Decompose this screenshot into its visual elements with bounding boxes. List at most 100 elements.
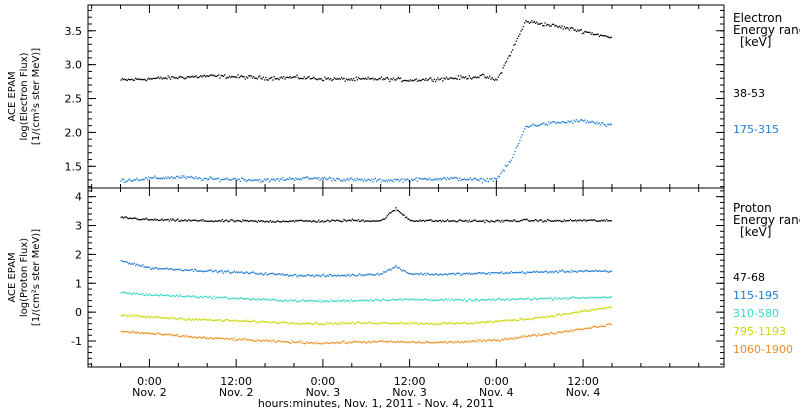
data-point [309, 78, 311, 80]
data-point [192, 76, 195, 78]
data-point [142, 218, 144, 220]
data-point [561, 221, 563, 223]
data-point [586, 310, 588, 312]
data-point [239, 296, 242, 299]
data-point [313, 220, 315, 222]
data-point [402, 79, 404, 82]
data-point [457, 75, 460, 77]
data-point [568, 219, 570, 222]
data-point [367, 273, 369, 275]
data-point [128, 79, 131, 81]
data-point [201, 319, 203, 321]
data-point [418, 177, 420, 179]
data-point [425, 322, 427, 324]
data-point [350, 177, 352, 179]
data-point [513, 219, 515, 221]
data-point [578, 220, 580, 222]
data-point [166, 177, 168, 180]
data-point [248, 339, 250, 341]
data-point [610, 296, 613, 298]
data-point [515, 40, 517, 42]
data-point [346, 342, 349, 345]
data-point [436, 79, 438, 81]
data-point [578, 121, 580, 123]
data-point [331, 341, 333, 344]
data-point [212, 74, 214, 77]
data-point [174, 268, 177, 271]
data-point [310, 341, 313, 344]
data-point [607, 220, 609, 222]
data-point [389, 323, 391, 325]
data-point [360, 78, 362, 80]
data-point [191, 296, 193, 298]
data-point [200, 295, 202, 298]
data-point [413, 341, 415, 343]
data-point [369, 220, 372, 223]
data-point [457, 322, 460, 324]
data-point [381, 79, 384, 81]
data-point [456, 299, 458, 301]
data-point [312, 77, 314, 79]
data-point [608, 220, 610, 222]
data-point [125, 260, 127, 263]
data-point [468, 75, 470, 77]
data-point [169, 78, 172, 80]
data-point [502, 67, 504, 69]
data-point [286, 220, 289, 223]
data-point [177, 268, 179, 270]
data-point [296, 220, 298, 222]
data-point [521, 335, 523, 337]
data-point [213, 178, 215, 181]
data-point [573, 329, 575, 331]
data-point [238, 338, 240, 340]
data-point [256, 179, 258, 181]
legend-title: [keV] [740, 35, 771, 49]
data-point [389, 80, 391, 83]
data-point [389, 268, 391, 270]
data-point [177, 295, 179, 297]
data-point [348, 299, 350, 302]
data-point [161, 334, 163, 336]
data-point [471, 220, 473, 223]
data-point [486, 320, 488, 323]
data-point [452, 323, 455, 325]
data-point [524, 128, 526, 130]
data-point [261, 78, 263, 80]
data-point [232, 220, 234, 222]
data-point [468, 219, 470, 221]
data-point [245, 220, 248, 222]
data-point [522, 218, 525, 221]
data-point [213, 295, 215, 298]
data-point [233, 298, 236, 300]
data-point [432, 80, 434, 83]
data-point [316, 79, 319, 81]
data-point [537, 23, 539, 25]
data-point [214, 298, 216, 300]
data-point [544, 220, 546, 222]
data-point [340, 274, 343, 276]
data-point [274, 180, 276, 182]
data-point [274, 299, 276, 301]
data-point [555, 220, 557, 222]
data-point [372, 300, 374, 302]
data-point [380, 76, 382, 78]
data-point [189, 336, 191, 338]
data-point [509, 161, 511, 163]
data-point [124, 331, 126, 333]
data-point [518, 142, 520, 145]
data-point [395, 322, 397, 324]
data-point [242, 219, 244, 221]
data-point [459, 272, 461, 275]
data-point [419, 273, 421, 275]
data-point [293, 299, 296, 301]
data-point [220, 296, 222, 299]
data-point [567, 330, 569, 332]
data-point [194, 219, 196, 221]
data-point [415, 78, 417, 80]
data-point [301, 340, 303, 343]
series-175-315 [120, 119, 613, 184]
data-point [412, 79, 414, 81]
data-point [124, 78, 126, 80]
data-point [365, 220, 367, 222]
data-point [428, 177, 431, 179]
